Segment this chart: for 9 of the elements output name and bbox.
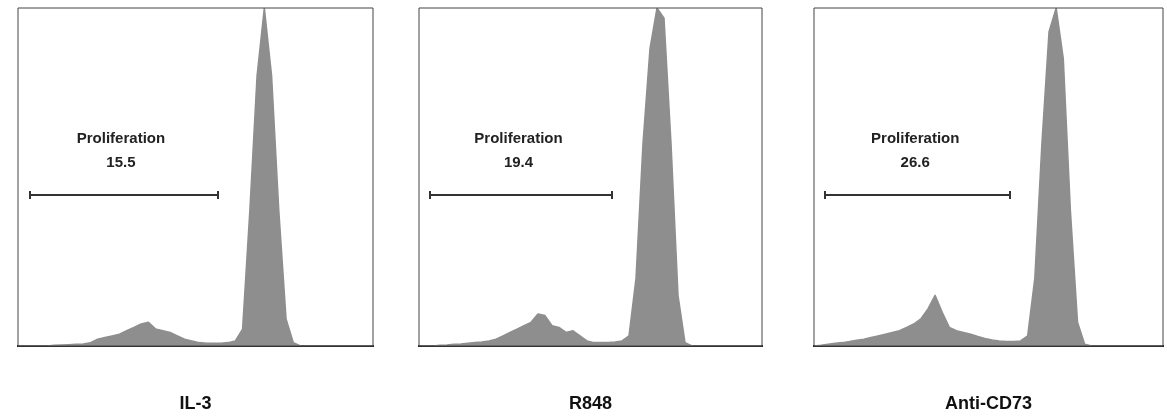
annotation: Proliferation	[871, 129, 960, 147]
annotation: 15.5	[106, 153, 136, 171]
x-axis-title: Anti-CD73	[944, 393, 1033, 414]
annotation: Proliferation	[474, 129, 563, 147]
annotation: Proliferation	[76, 129, 166, 147]
annotation: 19.4	[503, 153, 534, 171]
annotation: 26.6	[900, 153, 930, 171]
x-axis-title: IL-3	[179, 393, 212, 414]
x-axis-title: R848	[568, 393, 613, 414]
